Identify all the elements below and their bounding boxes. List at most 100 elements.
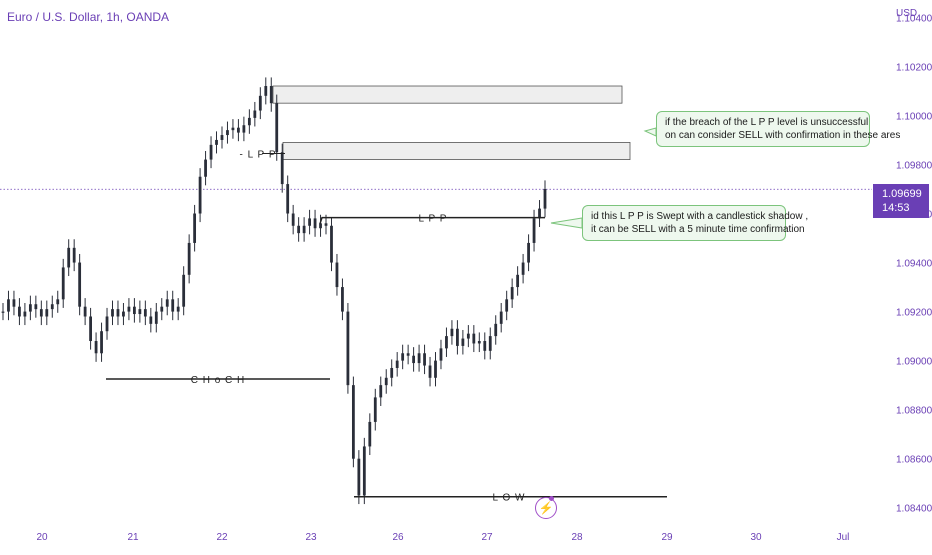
candle-body[interactable] (456, 328, 459, 346)
candle-body[interactable] (253, 110, 257, 118)
candle-body[interactable] (516, 274, 520, 288)
candle-body[interactable] (275, 103, 279, 153)
candle-body[interactable] (171, 299, 175, 312)
candle-body[interactable] (247, 117, 251, 126)
candle-body[interactable] (215, 139, 218, 145)
candle-body[interactable] (28, 304, 32, 312)
candle-body[interactable] (182, 274, 186, 307)
candle-body[interactable] (61, 267, 65, 300)
candle-body[interactable] (330, 225, 333, 263)
candle-body[interactable] (466, 333, 470, 339)
candle-body[interactable] (105, 316, 109, 332)
candle-body[interactable] (477, 341, 481, 344)
candle-body[interactable] (434, 360, 437, 378)
candle-body[interactable] (313, 218, 317, 229)
candle-body[interactable] (505, 299, 509, 312)
candle-body[interactable] (127, 306, 131, 312)
candle-body[interactable] (521, 262, 525, 275)
lpp-line[interactable] (319, 216, 545, 224)
candle-body[interactable] (204, 159, 207, 177)
candle-body[interactable] (34, 304, 38, 310)
candle-body[interactable] (319, 223, 322, 229)
candle-body[interactable] (138, 309, 142, 315)
candle-body[interactable] (351, 385, 355, 459)
candle-body[interactable] (527, 242, 530, 263)
candle-body[interactable] (280, 152, 284, 185)
candle-body[interactable] (423, 353, 426, 366)
candle-body[interactable] (406, 353, 410, 356)
candle-body[interactable] (176, 306, 180, 312)
candle-body[interactable] (83, 306, 87, 317)
candle-body[interactable] (450, 328, 454, 337)
candle-body[interactable] (412, 355, 416, 364)
candle-body[interactable] (483, 341, 487, 351)
candle-body[interactable] (56, 299, 60, 305)
candle-body[interactable] (286, 184, 290, 214)
candle-body[interactable] (193, 213, 197, 243)
callout-middle[interactable]: id this L P P is Swept with a candlestic… (582, 205, 808, 241)
candle-body[interactable] (1, 311, 5, 313)
candle-body[interactable] (231, 127, 235, 131)
candle-body[interactable] (226, 130, 229, 136)
candle-body[interactable] (45, 309, 49, 317)
candle-body[interactable] (417, 353, 421, 364)
supply-zone[interactable] (282, 142, 631, 160)
candle-body[interactable] (18, 306, 21, 317)
candle-body[interactable] (67, 247, 71, 268)
candle-body[interactable] (439, 348, 443, 361)
candle-body[interactable] (445, 336, 448, 349)
candle-body[interactable] (373, 397, 377, 422)
candle-body[interactable] (209, 144, 213, 160)
candle-body[interactable] (258, 95, 262, 111)
supply-zone[interactable] (272, 85, 623, 104)
candle-body[interactable] (532, 218, 536, 243)
candle-body[interactable] (12, 299, 16, 307)
candle-body[interactable] (78, 262, 82, 307)
candle-body[interactable] (143, 309, 147, 317)
candle-body[interactable] (499, 311, 503, 324)
candle-body[interactable] (94, 341, 98, 354)
candle-body[interactable] (100, 331, 103, 354)
candle-body[interactable] (89, 316, 92, 342)
candle-body[interactable] (538, 208, 541, 219)
candle-body[interactable] (395, 360, 399, 368)
candle-body[interactable] (494, 323, 498, 337)
candle-body[interactable] (488, 336, 492, 351)
candle-body[interactable] (264, 86, 268, 96)
candle-body[interactable] (72, 247, 76, 263)
candle-body[interactable] (39, 309, 43, 317)
candle-body[interactable] (160, 306, 164, 312)
candle-body[interactable] (291, 213, 295, 226)
candle-body[interactable] (401, 353, 405, 361)
candle-body[interactable] (198, 176, 202, 214)
candle-body[interactable] (220, 135, 224, 140)
candle-body[interactable] (341, 287, 344, 312)
candle-body[interactable] (357, 458, 361, 496)
candle-body[interactable] (543, 188, 547, 209)
candle-body[interactable] (384, 377, 388, 386)
candle-body[interactable] (165, 299, 169, 307)
candle-body[interactable] (362, 446, 366, 496)
candle-body[interactable] (428, 365, 432, 378)
candle-body[interactable] (510, 287, 514, 300)
lightning-icon[interactable]: ⚡ (535, 497, 557, 519)
candle-body[interactable] (23, 311, 27, 317)
candle-body[interactable] (116, 309, 120, 317)
candle-body[interactable] (154, 311, 158, 324)
candle-body[interactable] (122, 311, 125, 317)
candle-body[interactable] (472, 333, 476, 344)
candle-body[interactable] (237, 127, 240, 133)
candle-body[interactable] (297, 225, 301, 234)
candle-body[interactable] (269, 86, 273, 104)
candle-body[interactable] (149, 316, 153, 324)
candle-body[interactable] (242, 125, 246, 133)
candle-body[interactable] (50, 304, 54, 310)
callout-top[interactable]: if the breach of the L P P level is unsu… (656, 111, 900, 147)
candle-body[interactable] (308, 218, 311, 226)
candle-body[interactable] (187, 242, 191, 275)
candle-body[interactable] (132, 306, 136, 315)
candle-body[interactable] (368, 421, 372, 447)
candle-body[interactable] (379, 385, 383, 398)
candle-body[interactable] (346, 311, 350, 386)
